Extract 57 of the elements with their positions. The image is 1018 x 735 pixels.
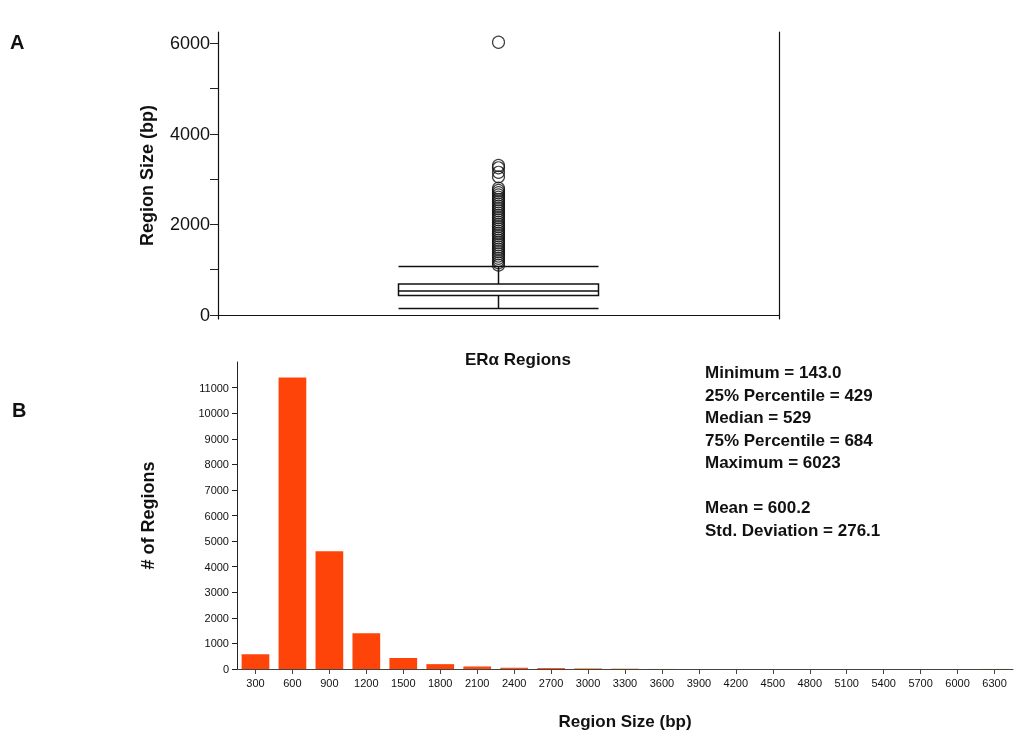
x-tick-label: 3000 — [575, 676, 601, 689]
y-tick-label: 5000 — [204, 535, 229, 548]
y-axis-title: # of Regions — [138, 461, 158, 570]
y-axis-title: Region Size (bp) — [137, 105, 157, 246]
x-tick-label: 1800 — [428, 676, 453, 689]
bar — [278, 377, 307, 669]
x-tick-label: 600 — [283, 676, 302, 689]
bar — [241, 654, 270, 669]
y-tick-label: 6000 — [204, 509, 229, 522]
y-tick-label: 10000 — [198, 407, 229, 420]
text: B — [12, 399, 27, 421]
y-tick-label: 11000 — [199, 381, 229, 394]
x-tick-label: 1200 — [354, 676, 379, 689]
x-tick-label: 6000 — [945, 676, 970, 689]
y-tick-label: 4000 — [169, 123, 210, 144]
annotation: Minimum = 143.0 — [705, 363, 842, 382]
x-tick-label: 3900 — [686, 676, 712, 689]
x-tick-label: 4800 — [797, 676, 822, 689]
y-tick-label: 8000 — [204, 458, 229, 471]
x-axis-title: Region Size (bp) — [558, 712, 692, 731]
y-tick-label: 2000 — [204, 611, 229, 624]
text: A — [10, 31, 25, 53]
y-tick-label: 0 — [222, 663, 229, 675]
y-tick-label: 4000 — [204, 560, 229, 573]
chart-title: ERα Regions — [465, 350, 571, 369]
x-tick-label: 900 — [320, 676, 339, 689]
x-tick-label: 300 — [246, 676, 265, 689]
x-tick-label: 2100 — [464, 676, 490, 689]
x-tick-label: 2400 — [501, 676, 527, 689]
y-tick-label: 3000 — [204, 586, 229, 599]
bar — [315, 551, 344, 669]
annotation: 75% Percentile = 684 — [705, 430, 874, 450]
x-tick-label: 4500 — [760, 676, 786, 689]
x-tick-label: 5400 — [871, 676, 896, 689]
annotation: Median = 529 — [705, 408, 812, 427]
bar — [352, 633, 381, 669]
y-tick-label: 0 — [199, 304, 210, 325]
annotation: Std. Deviation = 276.1 — [705, 520, 881, 540]
x-tick-label: 3600 — [649, 676, 675, 689]
x-tick-label: 6300 — [982, 676, 1007, 689]
bar — [426, 664, 455, 669]
x-tick-label: 5700 — [908, 676, 933, 689]
y-tick-label: 2000 — [169, 214, 210, 235]
annotation: Maximum = 6023 — [705, 453, 841, 472]
y-tick-label: 1000 — [204, 637, 229, 650]
x-tick-label: 2700 — [538, 676, 564, 689]
x-tick-label: 3300 — [612, 676, 638, 689]
x-tick-label: 1500 — [391, 676, 416, 689]
annotation: 25% Percentile = 429 — [705, 385, 873, 405]
x-tick-label: 4200 — [723, 676, 749, 689]
y-tick-label: 9000 — [204, 432, 229, 445]
x-tick-label: 5100 — [834, 676, 859, 689]
y-tick-label: 6000 — [169, 33, 210, 54]
annotation: Mean = 600.2 — [705, 498, 811, 517]
bar — [463, 666, 492, 669]
bar — [389, 658, 418, 669]
y-tick-label: 7000 — [204, 483, 229, 496]
